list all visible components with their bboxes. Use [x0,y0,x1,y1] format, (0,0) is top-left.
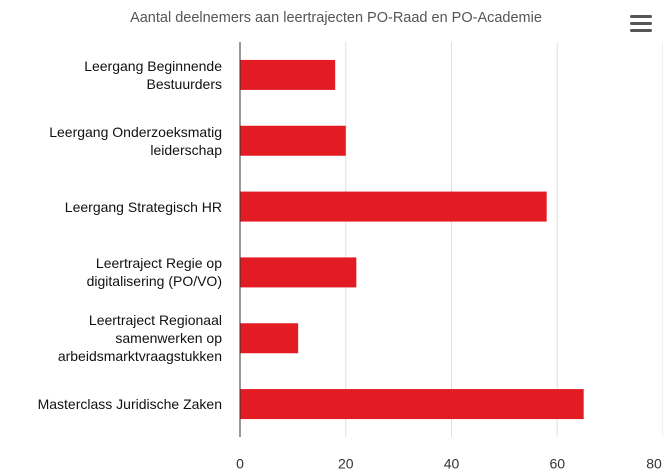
bar [240,191,547,222]
bar [240,59,336,90]
x-tick-label: 0 [236,456,244,472]
y-tick-label: Leergang Beginnende Bestuurders [84,57,222,92]
y-tick-label: Leergang Strategisch HR [64,198,222,215]
y-tick-label: Leertraject Regionaal samenwerken op arb… [57,312,222,365]
x-tick-label: 60 [549,456,565,472]
x-tick-label: 80 [646,456,662,472]
y-tick-label: Masterclass Juridische Zaken [37,396,222,413]
bar [240,323,299,354]
bar [240,257,357,288]
x-tick-label: 20 [338,456,354,472]
y-tick-label: Leergang Onderzoeksmatig leiderschap [49,123,222,158]
x-tick-label: 40 [444,456,460,472]
bar [240,389,584,420]
y-tick-label: Leertraject Regie op digitalisering (PO/… [86,255,222,290]
bar [240,125,346,156]
menu-icon[interactable] [630,15,652,32]
chart-title: Aantal deelnemers aan leertrajecten PO-R… [130,10,542,26]
